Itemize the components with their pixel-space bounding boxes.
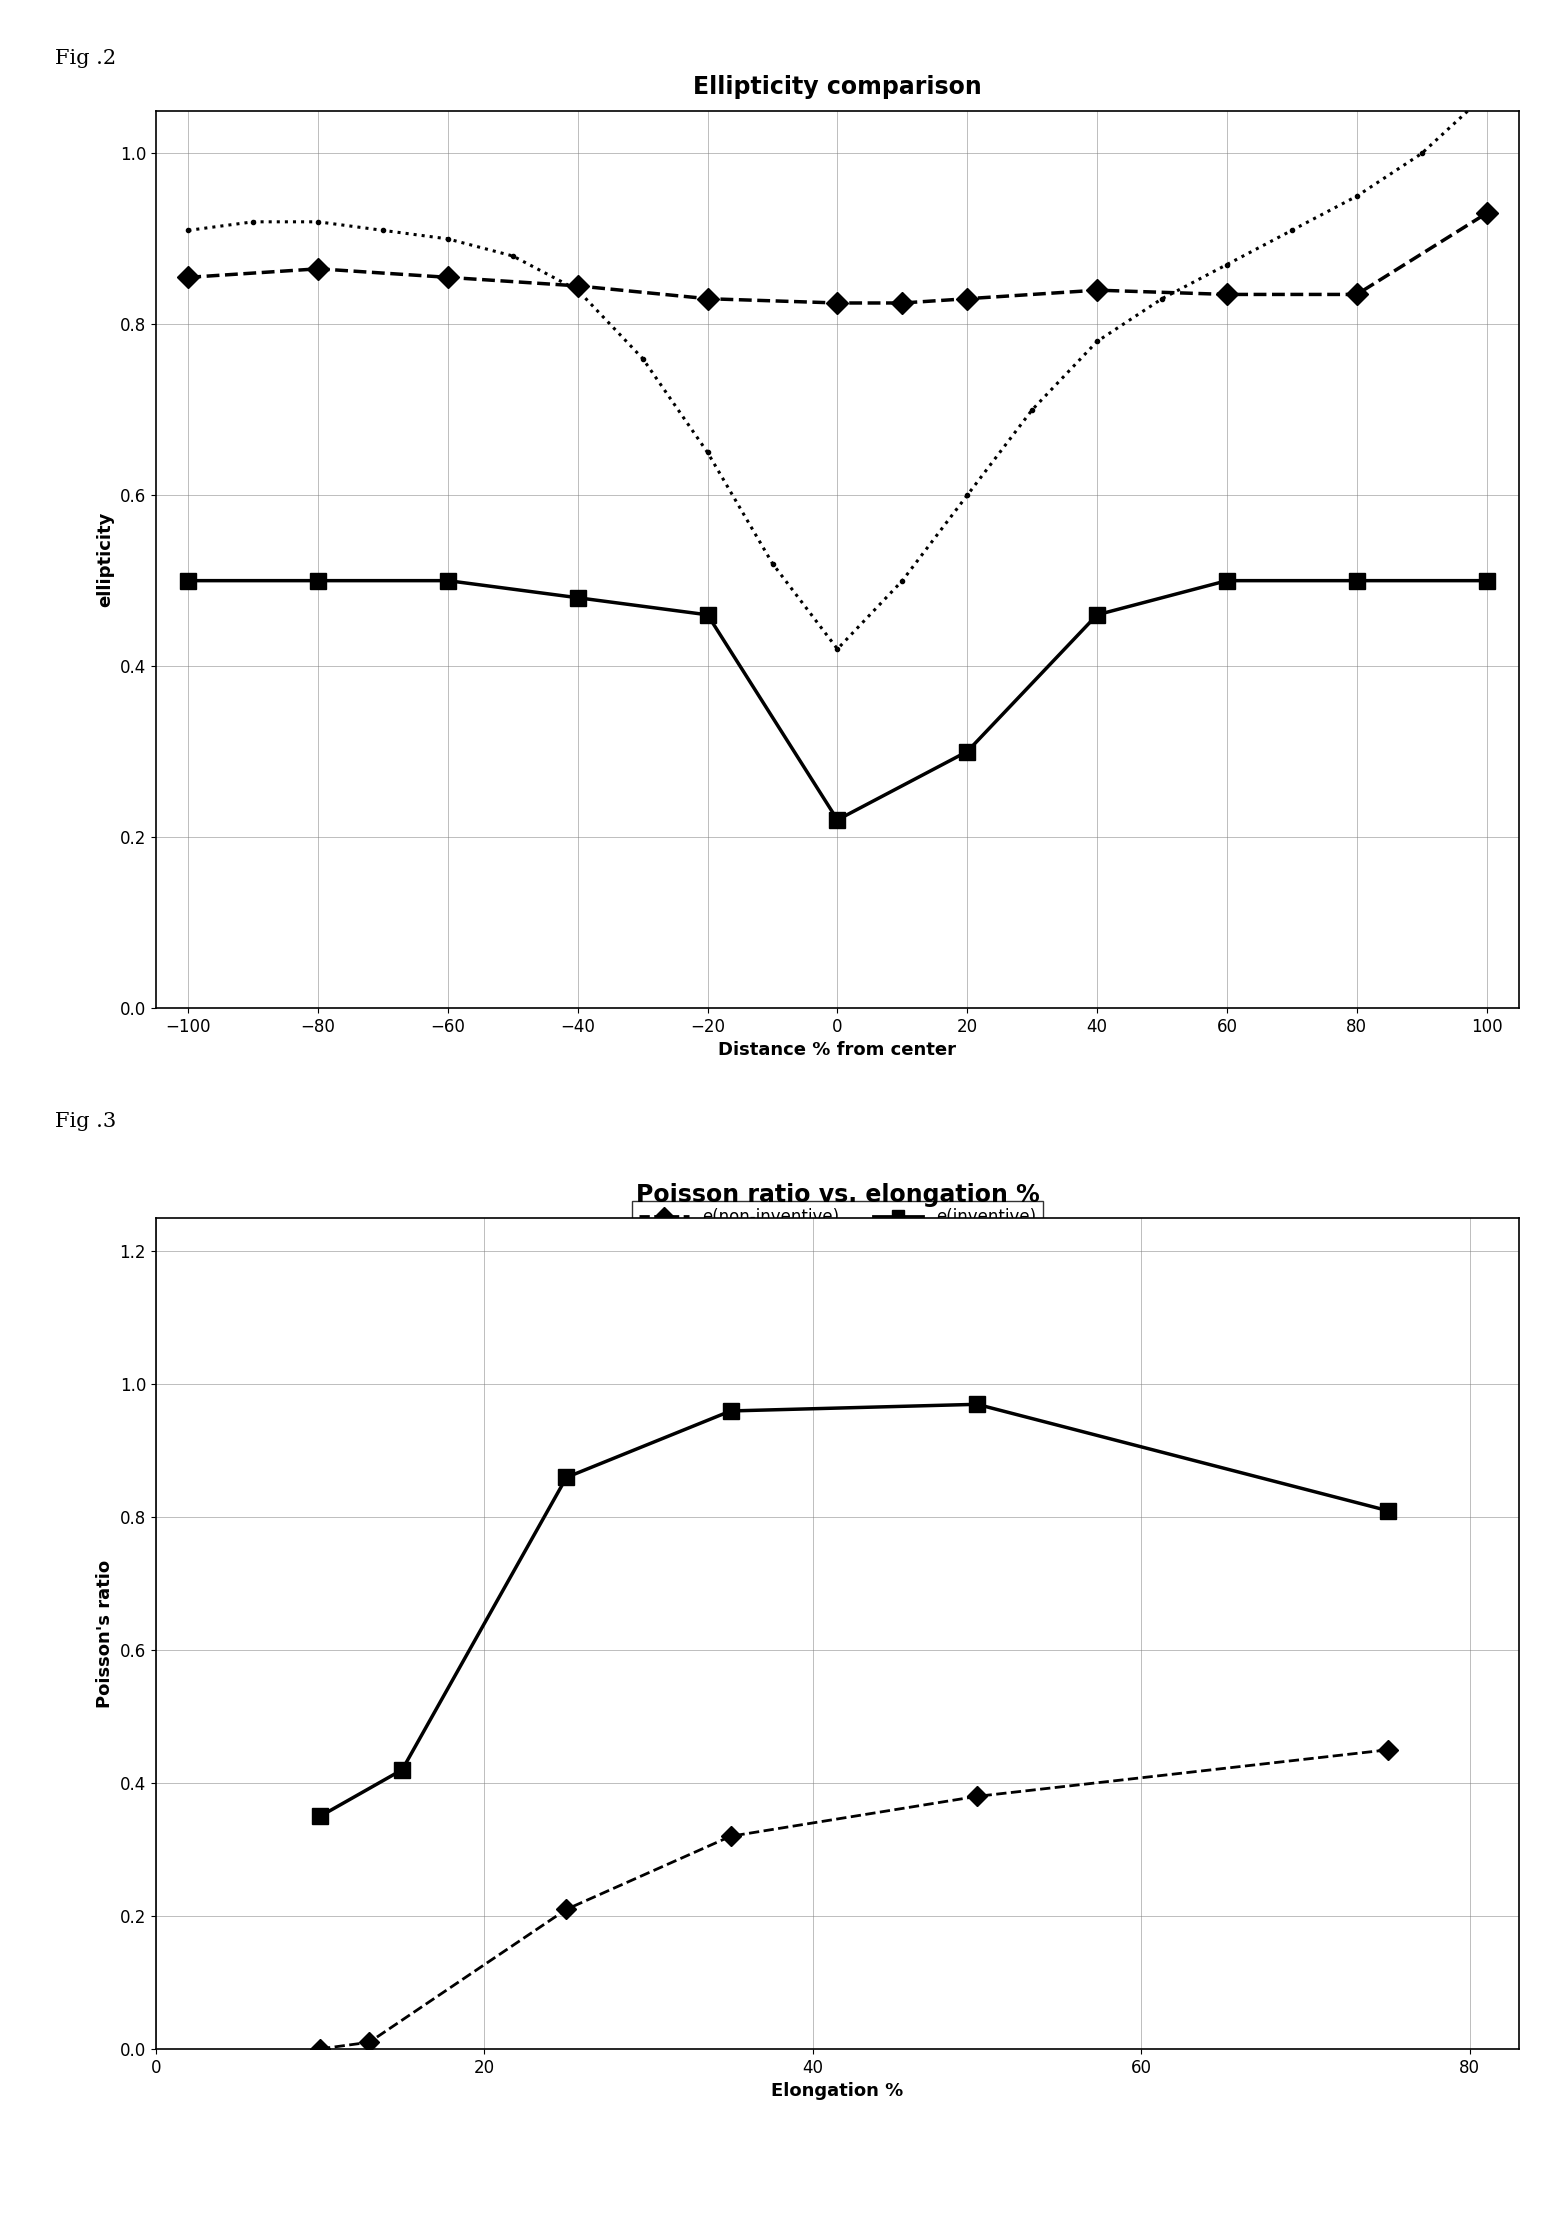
X-axis label: Distance % from center: Distance % from center [718, 1041, 957, 1059]
Y-axis label: ellipticity: ellipticity [97, 512, 114, 607]
Y-axis label: Poisson's ratio: Poisson's ratio [97, 1559, 114, 1708]
Text: Fig .3: Fig .3 [55, 1112, 115, 1132]
X-axis label: Elongation %: Elongation % [771, 2082, 904, 2100]
Title: Ellipticity comparison: Ellipticity comparison [693, 75, 982, 100]
Legend: e(non-inventive), e(inventive): e(non-inventive), e(inventive) [633, 1201, 1042, 1234]
Title: Poisson ratio vs. elongation %: Poisson ratio vs. elongation % [636, 1183, 1039, 1207]
Text: Fig .2: Fig .2 [55, 49, 115, 69]
